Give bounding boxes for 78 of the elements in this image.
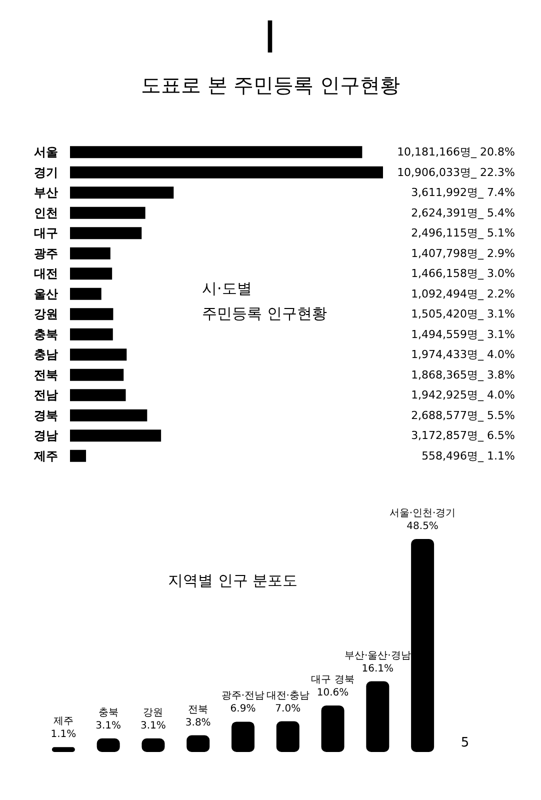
data-label: 1.1%: [50, 729, 76, 740]
bar: [276, 721, 300, 752]
data-label: 1,407,798명_ 2.9%: [411, 246, 515, 260]
bar: [70, 146, 362, 158]
data-label: 3.8%: [185, 717, 211, 728]
data-label: 2,688,577명_ 5.5%: [411, 408, 515, 422]
bar: [70, 450, 86, 462]
y-tick-label: 부산: [34, 186, 58, 200]
data-label: 6.9%: [230, 704, 256, 715]
y-tick-label: 대전: [34, 266, 58, 281]
data-label: 10,181,166명_ 20.8%: [397, 146, 515, 159]
category-label: 서울·인천·경기: [389, 508, 456, 519]
y-tick-label: 경북: [34, 408, 58, 422]
y-tick-label: 전남: [34, 388, 58, 402]
bar: [70, 186, 174, 199]
y-tick-label: 경남: [34, 428, 58, 443]
text: I: [264, 12, 276, 64]
data-label: 7.0%: [275, 703, 301, 714]
bar: [411, 539, 434, 752]
bar: [70, 247, 110, 260]
data-label: 1,868,365명_ 3.8%: [411, 368, 515, 382]
y-tick-label: 강원: [34, 307, 58, 322]
text: 시·도별 주민등록 인구현황: [202, 280, 327, 322]
y-tick-label: 광주: [34, 246, 58, 260]
y-tick-label: 제주: [33, 448, 58, 463]
y-tick-label: 경기: [34, 165, 58, 180]
chart-title: 도표로 본 주민등록 인구현황: [140, 73, 400, 97]
data-label: 3,172,857명_ 6.5%: [411, 429, 515, 442]
category-label: 부산·울산·경남: [344, 650, 411, 662]
bar: [70, 206, 146, 219]
text: 5: [460, 736, 470, 750]
data-label: 10.6%: [316, 687, 349, 698]
bar: [70, 288, 102, 300]
data-label: 1,494,559명_ 3.1%: [411, 328, 515, 341]
bar: [70, 409, 148, 422]
category-label: 제주: [53, 716, 74, 728]
category-label: 대구 경북: [311, 674, 354, 686]
data-label: 3.1%: [140, 720, 166, 732]
text: 지역별 인구 분포도: [168, 572, 298, 590]
category-label: 전북: [188, 704, 208, 716]
y-tick-label: 대구: [34, 226, 58, 240]
bar: [52, 747, 75, 752]
bar: [232, 722, 254, 752]
y-tick-label: 울산: [34, 286, 58, 301]
y-tick-label: 서울: [34, 145, 58, 160]
category-label: 대전·충남: [266, 690, 310, 702]
bar: [70, 389, 126, 402]
bar: [70, 227, 142, 240]
category-label: 강원: [143, 707, 164, 718]
bar: [70, 166, 383, 178]
data-label: 1,942,925명_ 4.0%: [411, 388, 515, 402]
data-label: 48.5%: [406, 521, 438, 532]
bar: [70, 328, 113, 340]
data-label: 16.1%: [362, 663, 394, 674]
data-label: 3.1%: [96, 720, 122, 732]
bar: [70, 268, 112, 280]
data-label: 1,466,158명_ 3.0%: [411, 267, 515, 280]
data-label: 558,496명_ 1.1%: [422, 449, 515, 462]
data-label: 1,505,420명_ 3.1%: [411, 308, 515, 321]
category-label: 충북: [98, 707, 118, 718]
data-label: 1,092,494명_ 2.2%: [411, 287, 515, 300]
category-label: 광주·전남: [221, 690, 265, 702]
bar: [321, 705, 344, 752]
bar: [70, 348, 127, 361]
bar: [70, 430, 162, 442]
bar: [70, 308, 114, 320]
data-label: 2,496,115명_ 5.1%: [411, 226, 515, 240]
bar: [366, 681, 390, 752]
data-label: 3,611,992명_ 7.4%: [411, 186, 515, 200]
data-label: 1,974,433명_ 4.0%: [411, 348, 515, 362]
data-label: 10,906,033명_ 22.3%: [397, 166, 515, 179]
y-tick-label: 충남: [34, 348, 58, 362]
bar: [70, 368, 124, 381]
bar: [186, 735, 210, 752]
y-tick-label: 충북: [34, 327, 58, 342]
y-tick-label: 인천: [34, 206, 58, 220]
data-label: 2,624,391명_ 5.4%: [411, 206, 515, 220]
y-tick-label: 전북: [34, 368, 58, 382]
